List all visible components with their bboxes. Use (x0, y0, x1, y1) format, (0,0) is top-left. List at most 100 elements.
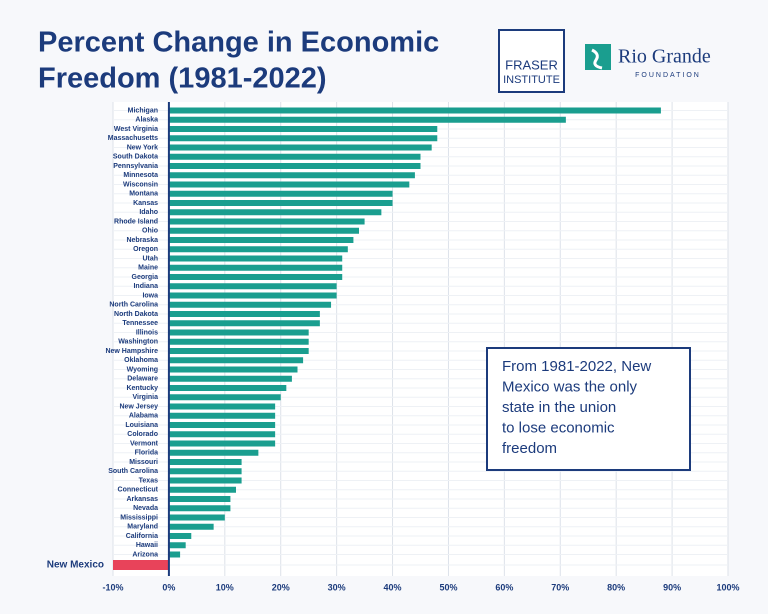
rio-grande-icon (591, 48, 603, 70)
bar (168, 144, 432, 151)
y-tick-label: Florida (135, 450, 158, 457)
y-tick-label: Louisiana (125, 422, 158, 429)
y-tick-label: Delaware (127, 376, 158, 383)
y-tick-label: New Mexico (47, 560, 104, 571)
bar (168, 209, 382, 216)
bar (168, 126, 438, 132)
bar (168, 477, 242, 484)
logo-text: FRASER (505, 57, 558, 72)
x-tick-label: 60% (495, 582, 513, 592)
annotation-text: Mexico was the only (502, 378, 638, 395)
logo-text: FOUNDATION (635, 72, 701, 79)
y-tick-label: North Carolina (109, 302, 158, 309)
bar (168, 505, 231, 512)
bar (168, 412, 276, 419)
bar (168, 394, 281, 401)
logo-text: Rio Grande (618, 46, 711, 68)
bar (168, 107, 661, 114)
y-tick-label: Arizona (132, 551, 158, 558)
bar (168, 190, 393, 197)
y-tick-label: Maryland (127, 524, 158, 531)
bar (168, 292, 337, 299)
x-tick-label: 30% (328, 582, 346, 592)
y-tick-label: Minnesota (123, 172, 158, 179)
bar (168, 246, 348, 253)
chart-title: Freedom (1981-2022) (38, 63, 327, 95)
y-tick-label: Hawaii (136, 542, 158, 549)
bar (168, 385, 287, 391)
y-tick-label: New Hampshire (105, 348, 158, 355)
bar (168, 338, 309, 345)
x-tick-label: 70% (551, 582, 569, 592)
fraser-logo (498, 29, 565, 93)
bar (168, 135, 438, 142)
y-tick-label: Iowa (142, 292, 158, 299)
bar (168, 514, 225, 521)
y-tick-label: West Virginia (114, 126, 158, 133)
y-tick-label: Washington (118, 339, 158, 346)
bar (168, 348, 309, 354)
y-tick-label: Pennsylvania (113, 163, 158, 170)
bar (168, 172, 415, 179)
annotation-box (486, 347, 691, 471)
x-tick-label: 40% (384, 582, 402, 592)
y-tick-label: Wisconsin (123, 181, 158, 188)
y-tick-label: Kansas (133, 200, 158, 207)
bar (168, 422, 276, 428)
bar (168, 486, 236, 493)
logo-text: INSTITUTE (503, 74, 560, 86)
y-tick-label: Massachusetts (108, 135, 158, 142)
y-tick-label: Kentucky (126, 385, 158, 392)
y-tick-label: New York (127, 144, 158, 151)
bar (168, 440, 276, 447)
y-tick-label: Nebraska (126, 237, 158, 244)
y-tick-label: South Dakota (113, 154, 158, 161)
x-tick-label: 100% (716, 582, 739, 592)
y-tick-label: Colorado (127, 431, 158, 438)
annotation-text: to lose economic (502, 419, 615, 436)
bar (168, 533, 192, 539)
bar (168, 431, 276, 438)
y-tick-label: Nevada (133, 505, 158, 512)
y-tick-label: Indiana (133, 283, 158, 290)
bar (168, 357, 304, 364)
bar (168, 153, 421, 160)
y-tick-label: Connecticut (118, 487, 159, 494)
y-tick-label: Rhode Island (114, 218, 158, 225)
bar (168, 283, 337, 290)
x-tick-label: 0% (162, 582, 175, 592)
bar (168, 181, 410, 188)
y-tick-label: Virginia (132, 394, 158, 401)
bar (168, 255, 343, 262)
y-tick-label: Maine (138, 265, 158, 272)
bar (168, 264, 343, 271)
y-tick-label: Alabama (129, 413, 158, 420)
y-tick-label: Wyoming (127, 366, 158, 373)
bar (168, 459, 242, 465)
y-tick-label: Georgia (132, 274, 159, 281)
bar (168, 311, 320, 317)
bar (168, 468, 242, 475)
bar (168, 163, 421, 169)
bar (168, 403, 276, 410)
bar (168, 237, 354, 243)
bar (168, 200, 393, 206)
y-tick-label: Missouri (129, 459, 158, 466)
y-tick-label: South Carolina (108, 468, 158, 475)
chart-title: Percent Change in Economic (38, 27, 439, 59)
y-tick-label: New Jersey (119, 403, 158, 410)
bar (168, 274, 343, 280)
y-tick-label: Ohio (142, 228, 158, 235)
x-tick-label: 50% (439, 582, 457, 592)
x-tick-label: 20% (272, 582, 290, 592)
y-tick-label: Idaho (139, 209, 158, 216)
y-tick-label: Texas (139, 477, 158, 484)
y-tick-label: Illinois (136, 329, 158, 336)
bar (168, 227, 359, 234)
y-tick-label: Tennessee (122, 320, 158, 327)
bar (168, 496, 231, 502)
bar (168, 523, 214, 530)
bar (168, 320, 320, 327)
x-tick-label: -10% (102, 582, 123, 592)
bar (168, 551, 181, 558)
